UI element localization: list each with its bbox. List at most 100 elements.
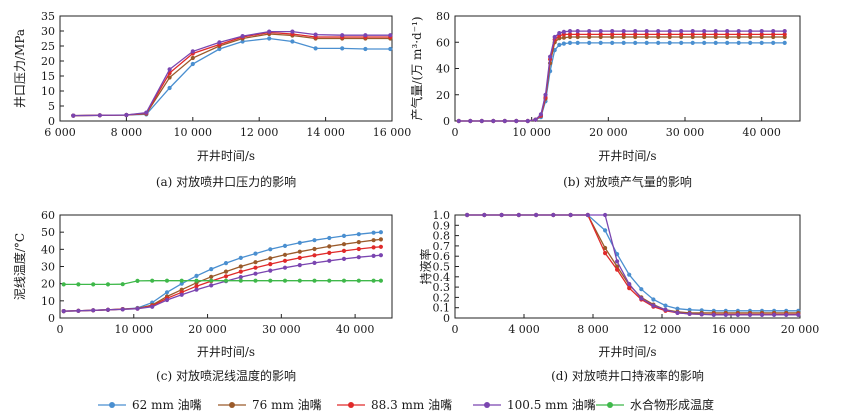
data-point [209, 278, 214, 283]
data-point [297, 263, 302, 268]
data-point [253, 251, 258, 256]
data-point [736, 40, 741, 46]
data-point [238, 255, 243, 260]
data-point [713, 29, 718, 34]
y-tick-label: 0.8 [433, 230, 451, 243]
y-tick-label: 25 [41, 40, 55, 53]
data-point [771, 40, 776, 46]
data-point [644, 29, 649, 34]
plot-frame [454, 214, 801, 319]
data-point [667, 29, 672, 34]
data-point [456, 118, 461, 124]
data-point [341, 256, 347, 261]
x-tick-label: 30 000 [666, 126, 705, 139]
data-point [167, 85, 172, 91]
x-tick-label: 0 [57, 323, 64, 336]
data-point [238, 264, 243, 269]
y-tick-label: 10 [41, 85, 55, 98]
data-point [633, 40, 638, 46]
data-point [378, 244, 383, 249]
chart-a-wellhead-pressure: 6 000 8 000 10 000 12 000 14 000 16 000 0 5 10 15… [13, 10, 411, 189]
data-point [759, 40, 764, 46]
data-point [598, 40, 603, 46]
y-axis-label: 产气量/(万 m³·d⁻¹) [409, 16, 424, 120]
data-point [223, 274, 229, 279]
data-point [782, 32, 787, 37]
x-tick-label: 10 000 [174, 126, 213, 139]
data-point [621, 40, 626, 46]
data-point [371, 245, 376, 250]
y-tick-label: 0.5 [433, 261, 451, 274]
y-tick-label: 0 [443, 312, 450, 325]
y-tick-label: 0.6 [433, 250, 451, 263]
series-line-100.5-mm [467, 214, 799, 316]
data-point [534, 212, 539, 218]
data-point [747, 312, 753, 317]
data-point [194, 284, 199, 289]
data-point [253, 260, 258, 265]
data-point [340, 46, 345, 51]
data-point [667, 40, 672, 46]
y-tick-label: 60 [41, 209, 55, 222]
data-point [587, 29, 592, 34]
x-tick-label: 10 000 [115, 323, 154, 336]
legend-label: 88.3 mm 油嘴 [371, 398, 452, 412]
data-point [561, 29, 567, 34]
data-point [679, 32, 684, 37]
data-point [327, 278, 332, 283]
series-line-100.5-mm [458, 30, 785, 122]
data-point [282, 265, 288, 270]
data-point [585, 212, 590, 218]
x-tick-label: 40 000 [742, 126, 781, 139]
legend-marker [109, 402, 115, 408]
data-point [561, 35, 567, 40]
legend-marker [607, 402, 613, 408]
data-point [575, 29, 580, 34]
x-axis-label: 开井时间/s [197, 345, 255, 359]
data-point [598, 29, 603, 34]
data-point [312, 246, 317, 252]
data-point [516, 212, 521, 218]
data-point [772, 312, 777, 317]
data-point [341, 233, 347, 238]
data-point [499, 212, 504, 218]
data-point [282, 258, 288, 263]
data-point [782, 40, 787, 46]
data-point [313, 46, 318, 51]
y-axis-label: 持液率 [418, 248, 433, 284]
data-point [312, 253, 317, 258]
data-point [167, 67, 172, 72]
x-axis-label: 开井时间/s [598, 345, 656, 359]
data-point [340, 33, 345, 38]
y-tick-label: 0.7 [433, 240, 451, 253]
data-point [378, 230, 383, 235]
data-point [194, 278, 199, 283]
data-point [164, 278, 170, 283]
series-line-76-mm [73, 33, 391, 117]
y-tick-label: 0.3 [433, 281, 451, 294]
y-tick-label: 5 [48, 100, 55, 113]
data-point [388, 33, 393, 38]
x-axis-label: 开井时间/s [598, 149, 656, 163]
data-point [621, 32, 626, 37]
x-tick-label: 12 000 [240, 126, 279, 139]
data-point [525, 118, 530, 124]
data-point [282, 278, 288, 283]
data-point [627, 286, 632, 291]
data-point [548, 54, 553, 59]
y-tick-label: 0.2 [433, 291, 451, 304]
y-axis-label: 泥线温度/°C [12, 233, 27, 300]
data-point [538, 112, 544, 117]
legend-label: 76 mm 油嘴 [252, 398, 322, 412]
data-point [167, 75, 172, 80]
data-point [610, 32, 615, 37]
data-point [164, 290, 170, 295]
data-point [356, 232, 361, 237]
data-point [327, 250, 332, 255]
data-point [190, 61, 195, 67]
data-point [223, 261, 229, 266]
data-point [656, 40, 661, 46]
data-point [603, 251, 608, 256]
series-line-88.3-mm [458, 33, 785, 122]
x-tick-label: 16 000 [712, 323, 751, 336]
